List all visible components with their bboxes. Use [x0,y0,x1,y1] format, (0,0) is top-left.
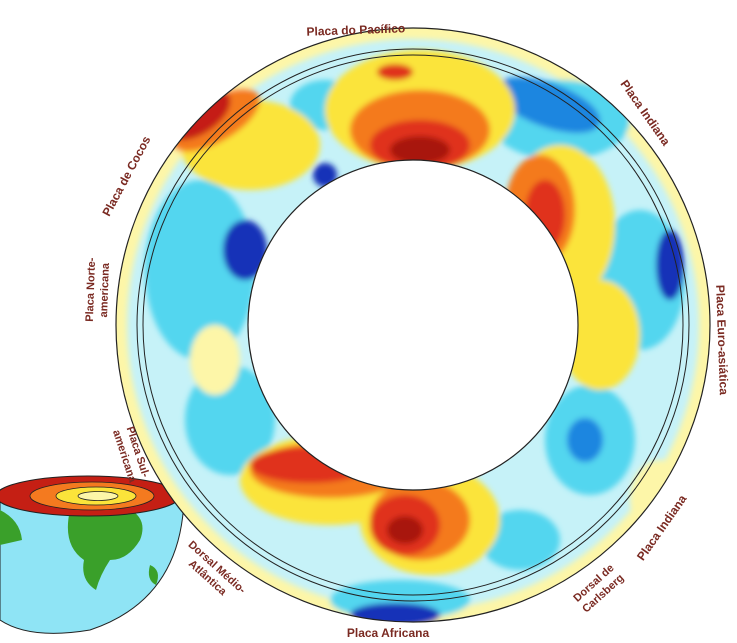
label-eurasian-plate: Placa Euro-asiática [713,285,731,396]
label-pacific-plate: Placa do Pacífico [306,21,405,38]
mantle-ring [115,27,711,623]
label-north-american-plate-line2: americana [98,262,112,318]
globe-cutaway [0,475,185,634]
label-north-american-plate-line1: Placa Norte- [84,257,98,322]
label-african-plate: Placa Africana [347,626,430,640]
